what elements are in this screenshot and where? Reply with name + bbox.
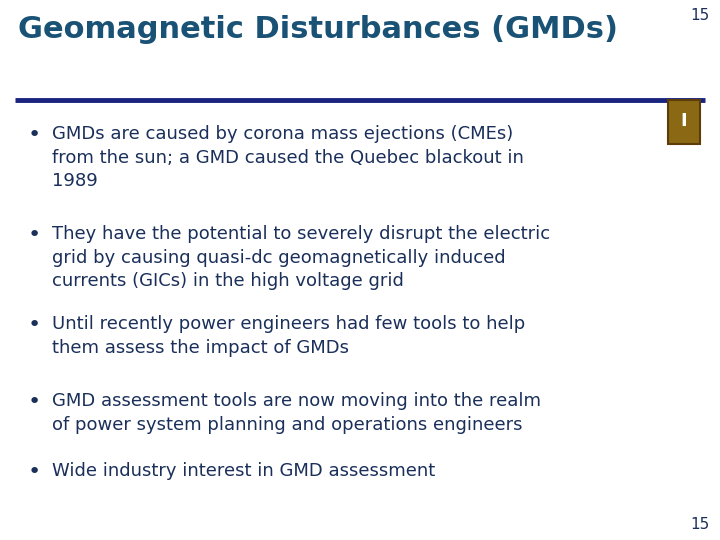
Text: GMD assessment tools are now moving into the realm
of power system planning and : GMD assessment tools are now moving into…: [52, 392, 541, 434]
Text: •: •: [28, 225, 41, 245]
Text: Until recently power engineers had few tools to help
them assess the impact of G: Until recently power engineers had few t…: [52, 315, 526, 356]
Text: Geomagnetic Disturbances (GMDs): Geomagnetic Disturbances (GMDs): [18, 15, 618, 44]
Text: •: •: [28, 125, 41, 145]
Bar: [668, 100, 700, 144]
Text: •: •: [28, 392, 41, 412]
Text: 15: 15: [690, 517, 710, 532]
Text: Wide industry interest in GMD assessment: Wide industry interest in GMD assessment: [52, 462, 436, 480]
Text: •: •: [28, 315, 41, 335]
Text: I: I: [680, 112, 688, 130]
Text: 15: 15: [690, 8, 710, 23]
Text: GMDs are caused by corona mass ejections (CMEs)
from the sun; a GMD caused the Q: GMDs are caused by corona mass ejections…: [52, 125, 524, 190]
Text: •: •: [28, 462, 41, 482]
Text: They have the potential to severely disrupt the electric
grid by causing quasi-d: They have the potential to severely disr…: [52, 225, 550, 290]
